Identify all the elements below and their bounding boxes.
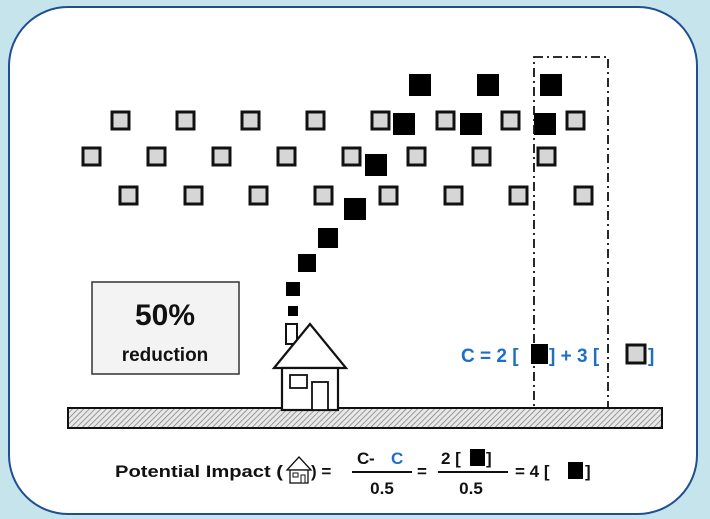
- ground: [67, 407, 663, 429]
- light-particle: [378, 185, 399, 206]
- fraction1-op: -: [369, 449, 375, 468]
- formula-lead-close: ) =: [311, 462, 331, 481]
- light-particle: [211, 146, 232, 167]
- reduction-box: 50% reduction: [91, 281, 240, 375]
- equals-sign: =: [417, 462, 427, 481]
- formula-lead: Potential Impact (: [115, 462, 283, 481]
- dark-particle-group: [286, 74, 562, 316]
- dark-particle: [534, 113, 556, 135]
- light-particle: [443, 185, 464, 206]
- dark-particle: [286, 282, 300, 296]
- diagram-frame: [8, 6, 698, 515]
- light-particle: [175, 110, 196, 131]
- dark-particle: [540, 74, 562, 96]
- light-particle: [406, 146, 427, 167]
- light-particle: [81, 146, 102, 167]
- fraction2-dark-particle: [470, 449, 485, 466]
- dark-particle-icon: [531, 344, 548, 364]
- fraction2-num-b: ]: [486, 449, 492, 468]
- light-particle: [500, 110, 521, 131]
- result-a: = 4 [: [515, 462, 550, 481]
- fraction1-denominator: 0.5: [370, 479, 394, 498]
- light-particle: [573, 185, 594, 206]
- dark-particle: [288, 306, 298, 316]
- fraction2-num-a: 2 [: [441, 449, 461, 468]
- dark-particle: [344, 198, 366, 220]
- reduction-label: reduction: [122, 345, 209, 366]
- dark-particle: [365, 154, 387, 176]
- dark-particle: [298, 254, 316, 272]
- light-particle: [536, 146, 557, 167]
- fraction1-c1: C: [357, 449, 369, 468]
- dark-particle: [477, 74, 499, 96]
- light-particle: [471, 146, 492, 167]
- dark-particle: [318, 228, 338, 248]
- result-b: ]: [585, 462, 591, 481]
- light-particle: [565, 110, 586, 131]
- light-particle: [110, 110, 131, 131]
- small-house-icon: [285, 456, 313, 484]
- reduction-percent: 50%: [135, 299, 195, 332]
- light-particle: [240, 110, 261, 131]
- result-dark-particle: [568, 462, 583, 479]
- light-particle: [305, 110, 326, 131]
- light-particle: [183, 185, 204, 206]
- light-particle: [146, 146, 167, 167]
- concentration-mid: ] + 3 [: [549, 346, 600, 367]
- light-particle: [276, 146, 297, 167]
- light-particle: [435, 110, 456, 131]
- dark-particle: [393, 113, 415, 135]
- impact-formula: Potential Impact ( ) = C - C 0.5 = 2 [ ]…: [115, 449, 591, 498]
- fraction1-c2: C: [391, 449, 403, 468]
- concentration-prefix: C = 2 [: [461, 346, 519, 367]
- dark-particle: [460, 113, 482, 135]
- light-particle: [118, 185, 139, 206]
- dark-particle: [409, 74, 431, 96]
- light-particle: [248, 185, 269, 206]
- concentration-suffix: ]: [648, 346, 654, 367]
- house-icon: [271, 322, 349, 412]
- fraction2-denominator: 0.5: [459, 479, 483, 498]
- light-particle-icon: [625, 343, 647, 365]
- light-particle: [370, 110, 391, 131]
- light-particle-group: [81, 110, 594, 206]
- light-particle: [313, 185, 334, 206]
- concentration-label: C = 2 [ ] + 3 [ ]: [461, 343, 654, 367]
- light-particle: [341, 146, 362, 167]
- light-particle: [508, 185, 529, 206]
